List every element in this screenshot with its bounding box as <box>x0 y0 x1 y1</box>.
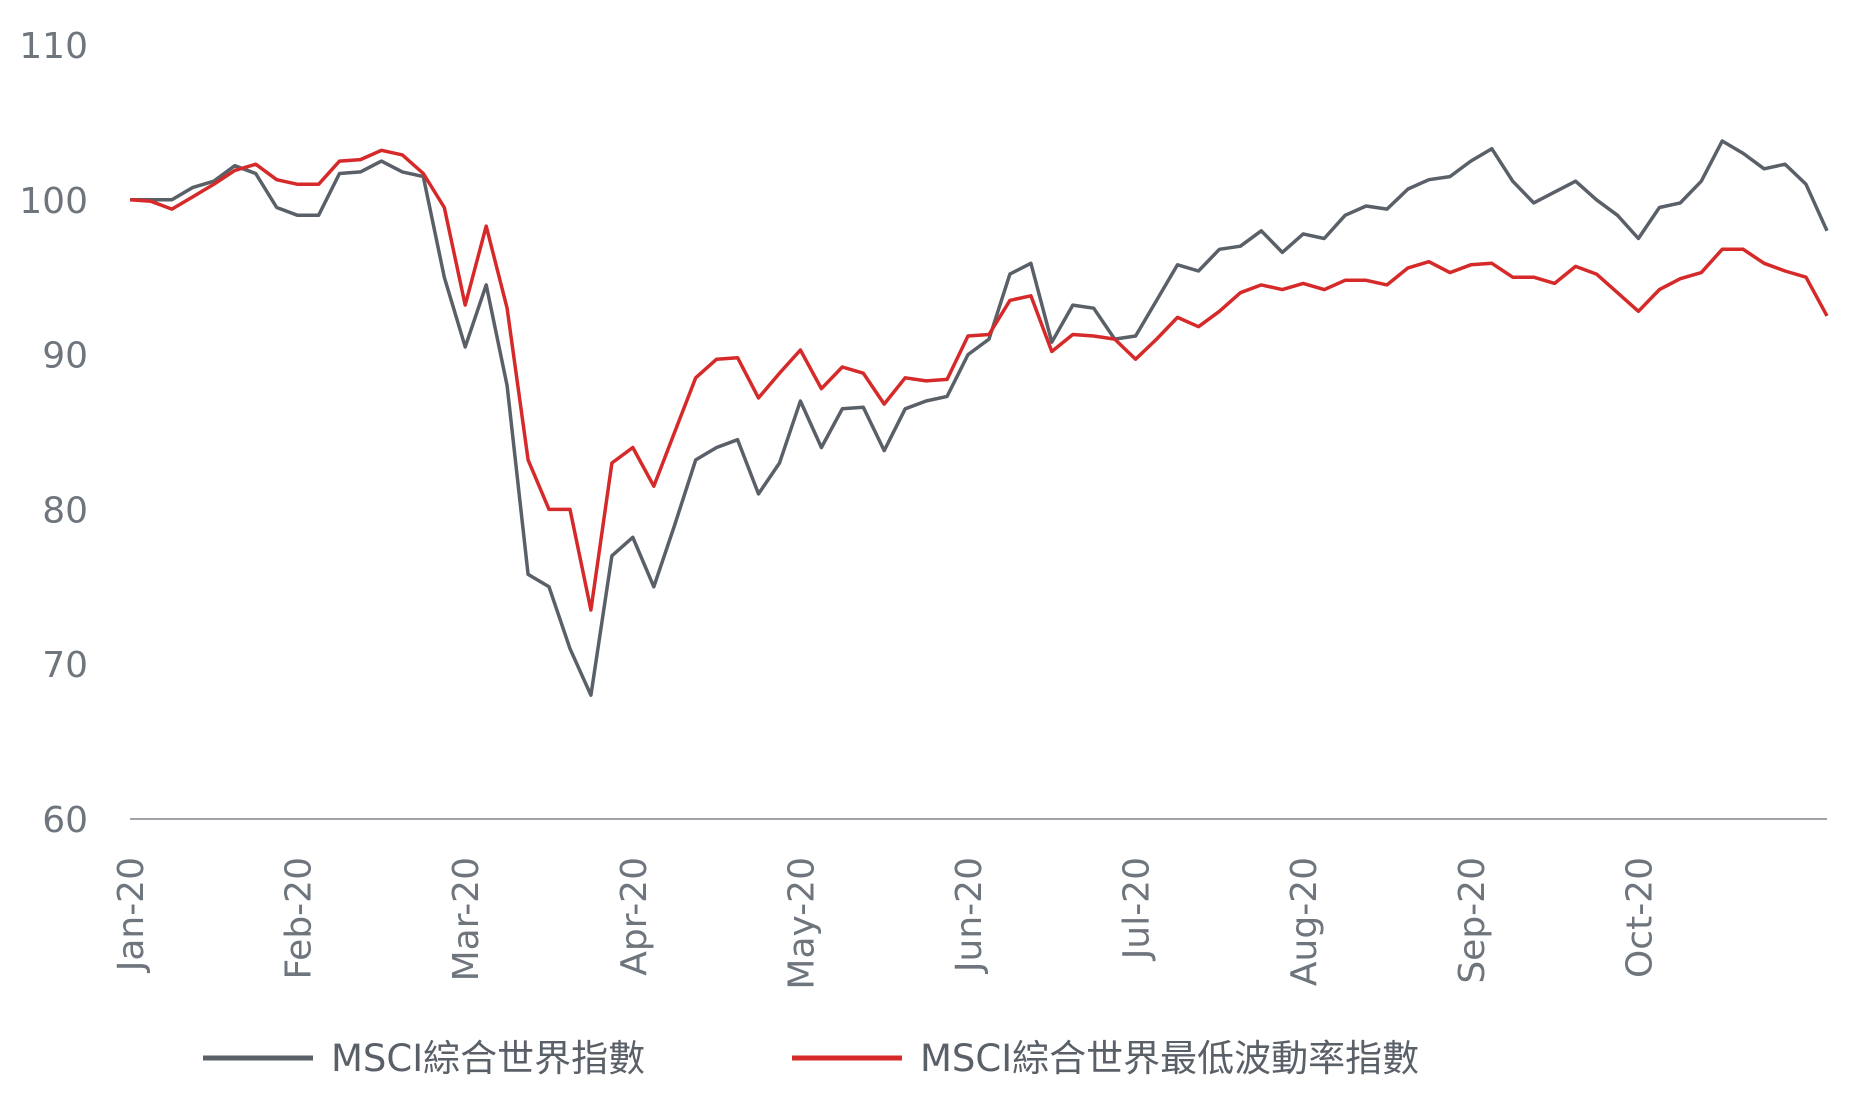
x-tick-label: Oct-20 <box>1619 857 1660 978</box>
y-tick-label: 80 <box>42 490 88 531</box>
x-tick-label: Apr-20 <box>614 857 655 976</box>
y-tick-label: 110 <box>19 26 88 67</box>
x-tick-label: May-20 <box>781 857 822 990</box>
x-tick-label: Mar-20 <box>446 857 487 981</box>
x-tick-label: Jun-20 <box>949 857 990 974</box>
x-tick-label: Jul-20 <box>1117 857 1158 961</box>
x-tick-label: Jan-20 <box>111 857 152 973</box>
legend-label: MSCI綜合世界指數 <box>331 1037 645 1080</box>
y-tick-label: 90 <box>42 336 88 377</box>
x-tick-label: Aug-20 <box>1284 857 1325 986</box>
x-tick-label: Feb-20 <box>279 857 320 980</box>
y-tick-label: 70 <box>42 645 88 686</box>
series-line <box>130 139 1829 697</box>
series-line <box>129 148 1829 612</box>
y-tick-label: 60 <box>42 800 88 841</box>
legend-label: MSCI綜合世界最低波動率指數 <box>920 1037 1419 1080</box>
x-tick-label: Sep-20 <box>1452 857 1493 984</box>
y-tick-label: 100 <box>19 181 88 222</box>
